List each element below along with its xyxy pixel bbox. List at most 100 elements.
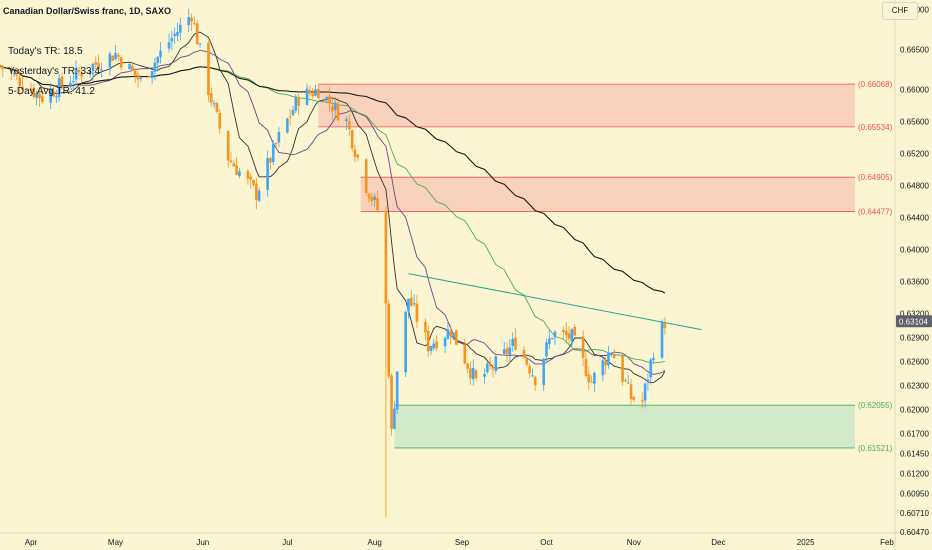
candle-body [604, 361, 607, 366]
y-tick-label: 0.61450 [900, 450, 929, 459]
candle-body [584, 359, 588, 377]
candle-body [212, 103, 216, 105]
candle-body [412, 303, 416, 305]
y-tick-label: 0.64400 [900, 214, 929, 223]
y-tick-label: 0.66000 [900, 86, 929, 95]
candle-body [131, 66, 134, 71]
x-tick-label: Feb [880, 538, 894, 547]
candle-body [455, 330, 458, 345]
candle-body [297, 97, 300, 106]
candle-body [57, 78, 61, 98]
candle-body [117, 55, 120, 57]
y-tick-label: 0.66500 [900, 46, 929, 55]
candle-body [553, 331, 557, 338]
candle-body [187, 17, 191, 26]
candle-body [607, 353, 610, 366]
candle-body [40, 96, 44, 103]
candle-body [156, 57, 160, 64]
candle-body [333, 102, 337, 111]
y-tick-label: 0.62000 [900, 406, 929, 415]
candle-body [249, 176, 253, 180]
candle-body [12, 73, 16, 75]
y-tick-label: 0.62600 [900, 358, 929, 367]
yesterday-tr-label: Yesterday's TR: 33.4 [8, 66, 100, 77]
y-tick-label: 0.63600 [900, 278, 929, 287]
y-tick-label: 0.64000 [900, 246, 929, 255]
candle-body [291, 109, 295, 116]
candle-body [345, 119, 348, 122]
candle-body [415, 303, 419, 322]
candle-body [486, 363, 489, 373]
candle-body [139, 77, 143, 79]
candle-body [207, 42, 210, 96]
x-tick-label: Dec [711, 538, 725, 547]
y-tick-label: 0.61200 [900, 470, 929, 479]
candle-body [514, 337, 517, 350]
time-axis[interactable]: Apr May Jun Jul Aug Sep Oct Nov Dec 2025 Feb [25, 538, 895, 547]
resistance-level-label: (0.64477) [858, 207, 893, 216]
candle-body [528, 366, 531, 374]
candle-body [370, 196, 374, 201]
candle-body [38, 93, 41, 99]
candle-body [198, 43, 202, 45]
candle-body [632, 397, 636, 400]
y-tick-label: 0.63200 [900, 310, 929, 319]
candle-body [384, 210, 388, 304]
candle-body [277, 131, 281, 143]
moving-average-long [0, 65, 666, 294]
candle-body [652, 357, 655, 361]
candle-body [548, 338, 551, 344]
candle-body [133, 70, 137, 76]
candle-body [209, 93, 213, 103]
candle-body [229, 160, 233, 162]
candle-body [640, 400, 644, 402]
candle-body [328, 96, 331, 104]
candle-body [531, 375, 534, 377]
candle-body [488, 364, 492, 367]
candle-body [91, 63, 95, 72]
candle-body [336, 103, 340, 121]
candle-body [505, 348, 509, 355]
candle-body [178, 24, 182, 33]
candle-body [621, 356, 624, 382]
candle-body [159, 50, 162, 58]
y-tick-label: 0.61700 [900, 430, 929, 439]
candle-body [88, 70, 92, 75]
candle-body [52, 91, 55, 97]
price-axis[interactable]: 0.670000.665000.660000.656000.652000.648… [896, 6, 932, 537]
candle-body [390, 375, 393, 429]
today-tr-label: Today's TR: 18.5 [8, 46, 83, 57]
x-tick-label: Jun [196, 538, 209, 547]
candle-body [232, 163, 236, 167]
candle-body [367, 193, 371, 199]
candle-body [550, 338, 554, 340]
candle-body [446, 329, 450, 339]
candle-body [269, 157, 272, 163]
candle-body [643, 383, 647, 401]
candle-body [21, 86, 24, 90]
candle-body [215, 102, 219, 112]
candle-body [153, 62, 157, 72]
candles-layer [0, 8, 667, 518]
candle-body [173, 33, 176, 36]
candle-body [314, 89, 317, 96]
candle-body [407, 298, 410, 312]
resistance-zone [360, 177, 855, 212]
candle-body [525, 358, 529, 365]
candle-body [119, 57, 123, 68]
candle-body [646, 379, 650, 382]
last-price-badge [896, 315, 932, 328]
candle-body [9, 69, 13, 73]
candle-body [593, 372, 596, 384]
candle-body [581, 336, 585, 358]
candle-body [356, 154, 360, 158]
candle-body [271, 143, 275, 163]
candle-body [432, 343, 436, 349]
candle-body [564, 330, 568, 336]
resistance-level-label: (0.66068) [858, 80, 893, 89]
candle-body [226, 130, 230, 161]
candle-body [508, 347, 512, 356]
candle-body [511, 339, 515, 346]
currency-button[interactable]: CHF [882, 2, 918, 20]
